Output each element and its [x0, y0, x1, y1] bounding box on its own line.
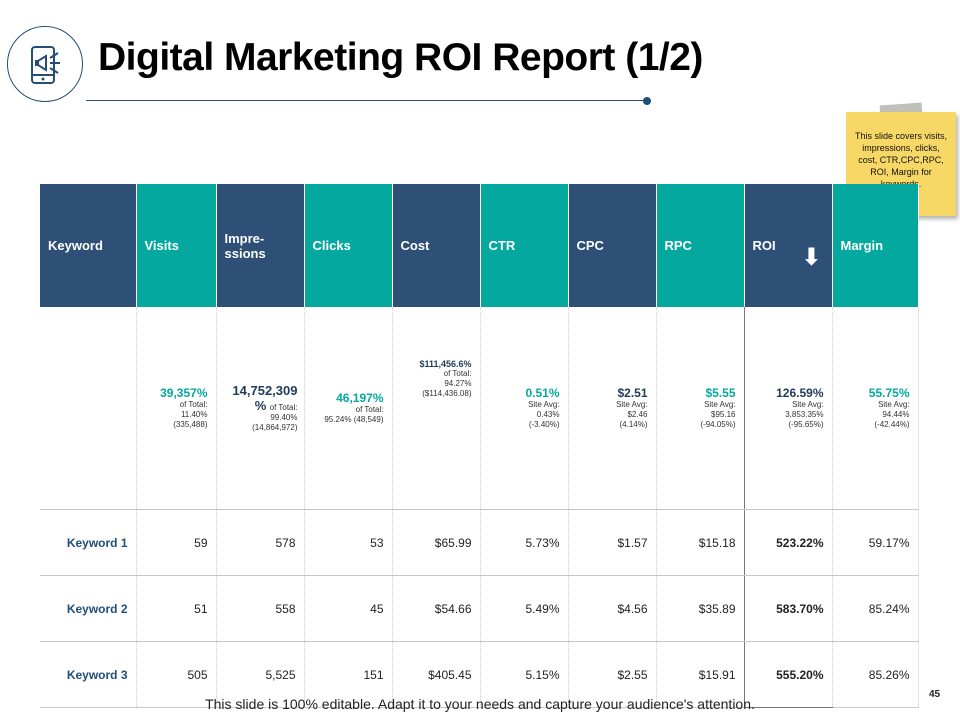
- table-row: Keyword 1 59 578 53 $65.99 5.73% $1.57 $…: [40, 509, 919, 576]
- col-header-rpc: RPC: [656, 184, 745, 307]
- cost-cell: $65.99: [392, 509, 481, 576]
- margin-cell: 85.26%: [832, 641, 919, 708]
- cpc-cell: $2.55: [568, 641, 657, 708]
- summary-cpc-cell: $2.51 Site Avg: $2.46 (4.14%): [568, 307, 657, 510]
- summary-impressions-cell: 14,752,309 % of Total: 99.40% (14,864,97…: [216, 307, 305, 510]
- summary-visits-value: 39,357%: [160, 386, 208, 400]
- summary-margin-sub: Site Avg: 94.44% (-42.44%): [874, 400, 910, 429]
- summary-cost-sub: of Total: 94.27% ($114,436.08): [422, 369, 472, 398]
- clicks-cell: 45: [304, 575, 393, 642]
- rpc-cell: $15.18: [656, 509, 745, 576]
- impressions-cell: 558: [216, 575, 305, 642]
- visits-cell: 59: [136, 509, 217, 576]
- summary-visits-sub: of Total: 11.40% (335,488): [173, 400, 208, 429]
- col-header-cpc: CPC: [568, 184, 657, 307]
- summary-ctr-cell: 0.51% Site Avg: 0.43% (-3.40%): [480, 307, 569, 510]
- summary-cpc-value: $2.51: [617, 386, 648, 400]
- margin-cell: 59.17%: [832, 509, 919, 576]
- visits-cell: 51: [136, 575, 217, 642]
- keyword-cell: Keyword 3: [40, 641, 137, 708]
- ctr-cell: 5.15%: [480, 641, 569, 708]
- footer-text: This slide is 100% editable. Adapt it to…: [205, 696, 755, 712]
- summary-cost-value: $111,456.6%: [419, 359, 472, 369]
- cpc-cell: $1.57: [568, 509, 657, 576]
- table-row: Keyword 3 505 5,525 151 $405.45 5.15% $2…: [40, 641, 919, 708]
- ctr-cell: 5.49%: [480, 575, 569, 642]
- page-title: Digital Marketing ROI Report (1/2): [98, 36, 703, 79]
- roi-cell: 523.22%: [743, 509, 833, 576]
- summary-margin-value: 55.75%: [868, 386, 910, 400]
- visits-cell: 505: [136, 641, 217, 708]
- col-header-ctr: CTR: [480, 184, 569, 307]
- summary-rpc-sub: Site Avg: $95.16 (-94.05%): [700, 400, 736, 429]
- roi-table: Keyword Visits Impre- ssions Clicks Cost…: [40, 184, 919, 708]
- margin-cell: 85.24%: [832, 575, 919, 642]
- summary-clicks-value: 46,197%: [336, 391, 384, 405]
- summary-roi-sub: Site Avg: 3,853.35% (-95.65%): [785, 400, 824, 429]
- col-header-roi-label: ROI: [752, 238, 776, 253]
- table-row: Keyword 2 51 558 45 $54.66 5.49% $4.56 $…: [40, 575, 919, 642]
- impressions-cell: 5,525: [216, 641, 305, 708]
- keyword-cell: Keyword 1: [40, 509, 137, 576]
- col-header-keyword: Keyword: [40, 184, 137, 307]
- table-header-row: Keyword Visits Impre- ssions Clicks Cost…: [40, 184, 919, 307]
- rpc-cell: $35.89: [656, 575, 745, 642]
- summary-visits-cell: 39,357% of Total: 11.40% (335,488): [136, 307, 217, 510]
- cost-cell: $405.45: [392, 641, 481, 708]
- summary-rpc-cell: $5.55 Site Avg: $95.16 (-94.05%): [656, 307, 745, 510]
- col-header-impressions: Impre- ssions: [216, 184, 305, 307]
- col-header-roi: ROI ⬇: [744, 184, 833, 307]
- summary-row: 39,357% of Total: 11.40% (335,488) 14,75…: [40, 307, 919, 510]
- clicks-cell: 53: [304, 509, 393, 576]
- ctr-cell: 5.73%: [480, 509, 569, 576]
- summary-margin-cell: 55.75% Site Avg: 94.44% (-42.44%): [832, 307, 919, 510]
- summary-ctr-value: 0.51%: [525, 386, 560, 400]
- sticky-note-text: This slide covers visits, impressions, c…: [854, 131, 948, 189]
- marketing-logo: [7, 26, 83, 102]
- impressions-cell: 578: [216, 509, 305, 576]
- summary-impressions-sub1: of Total:: [269, 403, 298, 412]
- col-header-visits: Visits: [136, 184, 217, 307]
- summary-roi-value: 126.59%: [776, 386, 824, 400]
- cost-cell: $54.66: [392, 575, 481, 642]
- summary-keyword-cell: [40, 307, 137, 510]
- col-header-clicks: Clicks: [304, 184, 393, 307]
- roi-cell: 583.70%: [743, 575, 833, 642]
- summary-cost-cell: $111,456.6% of Total: 94.27% ($114,436.0…: [392, 307, 481, 510]
- clicks-cell: 151: [304, 641, 393, 708]
- summary-clicks-sub: of Total: 95.24% (48,549): [324, 405, 384, 424]
- megaphone-phone-icon: [31, 46, 60, 84]
- summary-impressions-pct: %: [254, 398, 267, 413]
- sort-down-arrow-icon: ⬇: [801, 244, 822, 271]
- roi-cell: 555.20%: [743, 641, 833, 708]
- col-header-cost: Cost: [392, 184, 481, 307]
- summary-impressions-value: 14,752,309: [232, 383, 298, 398]
- summary-impressions-pct-line: % of Total:: [223, 398, 298, 413]
- summary-ctr-sub: Site Avg: 0.43% (-3.40%): [528, 400, 560, 429]
- summary-clicks-cell: 46,197% of Total: 95.24% (48,549): [304, 307, 393, 510]
- title-underline: [86, 100, 646, 101]
- title-underline-dot: [643, 97, 651, 105]
- summary-rpc-value: $5.55: [705, 386, 736, 400]
- cpc-cell: $4.56: [568, 575, 657, 642]
- summary-roi-cell: 126.59% Site Avg: 3,853.35% (-95.65%): [743, 307, 833, 510]
- page-number: 45: [929, 689, 941, 700]
- keyword-cell: Keyword 2: [40, 575, 137, 642]
- col-header-margin: Margin: [832, 184, 919, 307]
- summary-cpc-sub: Site Avg: $2.46 (4.14%): [616, 400, 648, 429]
- summary-impressions-sub: 99.40% (14,864,972): [252, 413, 298, 432]
